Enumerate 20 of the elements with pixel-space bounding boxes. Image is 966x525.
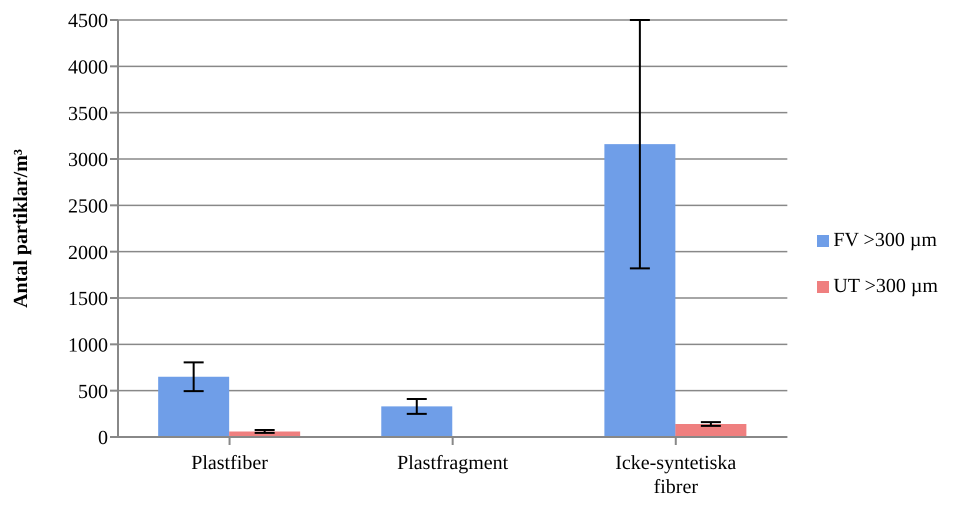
legend-label: UT >300 µm xyxy=(833,274,938,296)
x-tick-label: Plastfiber xyxy=(191,452,268,474)
bar xyxy=(158,376,230,437)
bar xyxy=(675,424,746,437)
legend-label: FV >300 µm xyxy=(833,228,937,250)
y-axis-title: Antal partiklar/m³ xyxy=(10,149,32,308)
bar xyxy=(604,144,676,437)
y-tick-label: 500 xyxy=(78,380,108,403)
y-tick-label: 3500 xyxy=(68,102,108,125)
bar xyxy=(381,406,452,437)
y-tick-label: 3000 xyxy=(68,149,108,172)
y-tick-label: 1000 xyxy=(68,334,108,356)
y-tick-label: 4500 xyxy=(68,10,108,32)
y-tick-label: 0 xyxy=(98,427,108,450)
x-tick-label: Icke-syntetiska fibrer xyxy=(615,452,736,498)
x-tick-label: Plastfragment xyxy=(397,452,509,474)
y-tick-label: 2000 xyxy=(68,242,108,264)
y-tick-label: 1500 xyxy=(68,288,108,310)
y-tick-label: 4000 xyxy=(68,56,108,78)
y-tick-label: 2500 xyxy=(68,195,108,218)
